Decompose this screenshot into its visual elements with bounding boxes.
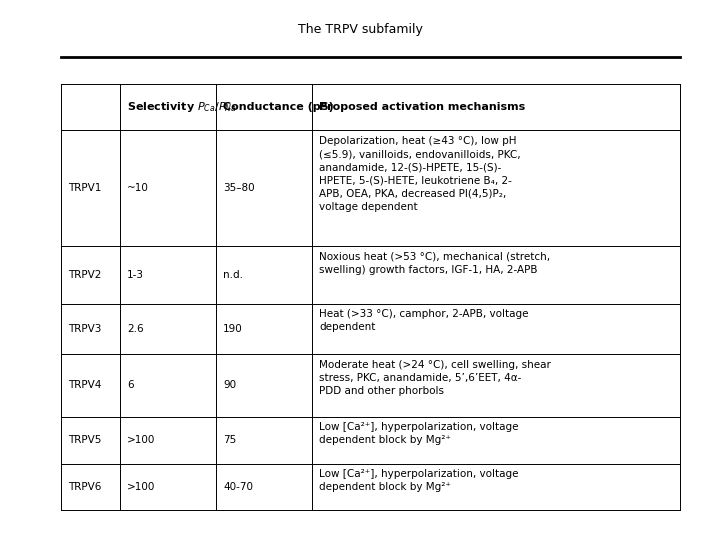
Text: 35–80: 35–80: [223, 184, 255, 193]
Text: 1-3: 1-3: [127, 270, 144, 280]
Text: TRPV5: TRPV5: [68, 435, 102, 445]
Text: 6: 6: [127, 381, 134, 390]
Text: TRPV2: TRPV2: [68, 270, 102, 280]
Text: TRPV4: TRPV4: [68, 381, 102, 390]
Text: 90: 90: [223, 381, 236, 390]
Text: Low [Ca²⁺], hyperpolarization, voltage
dependent block by Mg²⁺: Low [Ca²⁺], hyperpolarization, voltage d…: [319, 469, 518, 492]
Text: n.d.: n.d.: [223, 270, 243, 280]
Text: 75: 75: [223, 435, 236, 445]
Text: >100: >100: [127, 435, 156, 445]
Text: The TRPV subfamily: The TRPV subfamily: [297, 23, 423, 36]
Text: 40-70: 40-70: [223, 482, 253, 492]
Text: Depolarization, heat (≥43 °C), low pH
(≤5.9), vanilloids, endovanilloids, PKC,
a: Depolarization, heat (≥43 °C), low pH (≤…: [319, 136, 521, 212]
Text: 190: 190: [223, 324, 243, 334]
Text: ~10: ~10: [127, 184, 149, 193]
Text: Conductance (pS): Conductance (pS): [223, 102, 334, 112]
Text: Noxious heat (>53 °C), mechanical (stretch,
swelling) growth factors, IGF-1, HA,: Noxious heat (>53 °C), mechanical (stret…: [319, 252, 550, 275]
Text: TRPV6: TRPV6: [68, 482, 102, 492]
Text: Low [Ca²⁺], hyperpolarization, voltage
dependent block by Mg²⁺: Low [Ca²⁺], hyperpolarization, voltage d…: [319, 422, 518, 446]
Text: TRPV3: TRPV3: [68, 324, 102, 334]
Text: Selectivity $P_{Ca}/P_{Na}$: Selectivity $P_{Ca}/P_{Na}$: [127, 100, 237, 114]
Text: Proposed activation mechanisms: Proposed activation mechanisms: [319, 102, 526, 112]
Text: Moderate heat (>24 °C), cell swelling, shear
stress, PKC, anandamide, 5’,6’EET, : Moderate heat (>24 °C), cell swelling, s…: [319, 360, 551, 396]
Text: >100: >100: [127, 482, 156, 492]
Text: 2.6: 2.6: [127, 324, 144, 334]
Text: TRPV1: TRPV1: [68, 184, 102, 193]
Text: Heat (>33 °C), camphor, 2-APB, voltage
dependent: Heat (>33 °C), camphor, 2-APB, voltage d…: [319, 309, 528, 332]
